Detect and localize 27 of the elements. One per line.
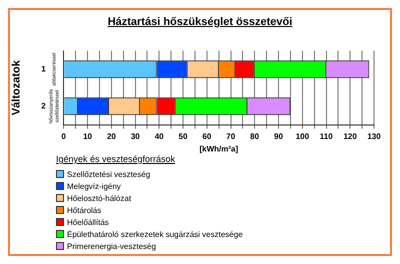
x-axis-title: [kWh/m²a]	[199, 144, 238, 154]
legend-label: Hőtárolás	[67, 206, 102, 214]
x-tick-label: 50	[178, 132, 188, 141]
legend-label: Primerenergia-veszteség	[67, 242, 156, 250]
x-tick-label: 90	[274, 132, 284, 141]
legend-label: Hőelosztó-hálózat	[67, 194, 132, 202]
legend-label: Hőelőállítás	[67, 218, 109, 226]
chart-title: Háztartási hőszükséglet összetevői	[106, 16, 294, 28]
legend-title: Igények és veszteségforrások	[56, 154, 176, 164]
y-tick-label: 1	[41, 64, 46, 74]
y-axis-title: Változatok	[10, 59, 23, 116]
x-tick-label: 40	[154, 132, 164, 141]
x-tick-label: 70	[226, 132, 236, 141]
legend-label: Szellőztetési veszteség	[67, 170, 150, 178]
legend-label: Épülethatároló szerkezetek sugárzási vesztesége	[67, 230, 243, 238]
x-tick-label: 130	[367, 132, 382, 141]
y-tick-label: 2	[41, 102, 46, 111]
x-tick-label: 80	[250, 132, 260, 141]
x-tick-label: 110	[320, 132, 334, 141]
x-tick-label: 10	[83, 132, 93, 141]
x-tick-label: 100	[296, 132, 310, 141]
x-tick-label: 20	[106, 132, 116, 141]
legend-label: Melegvíz-igény	[67, 182, 121, 190]
x-tick-label: 0	[61, 132, 66, 141]
x-tick-label: 60	[202, 132, 212, 141]
x-tick-label: 120	[343, 132, 358, 141]
x-tick-label: 30	[130, 132, 140, 141]
